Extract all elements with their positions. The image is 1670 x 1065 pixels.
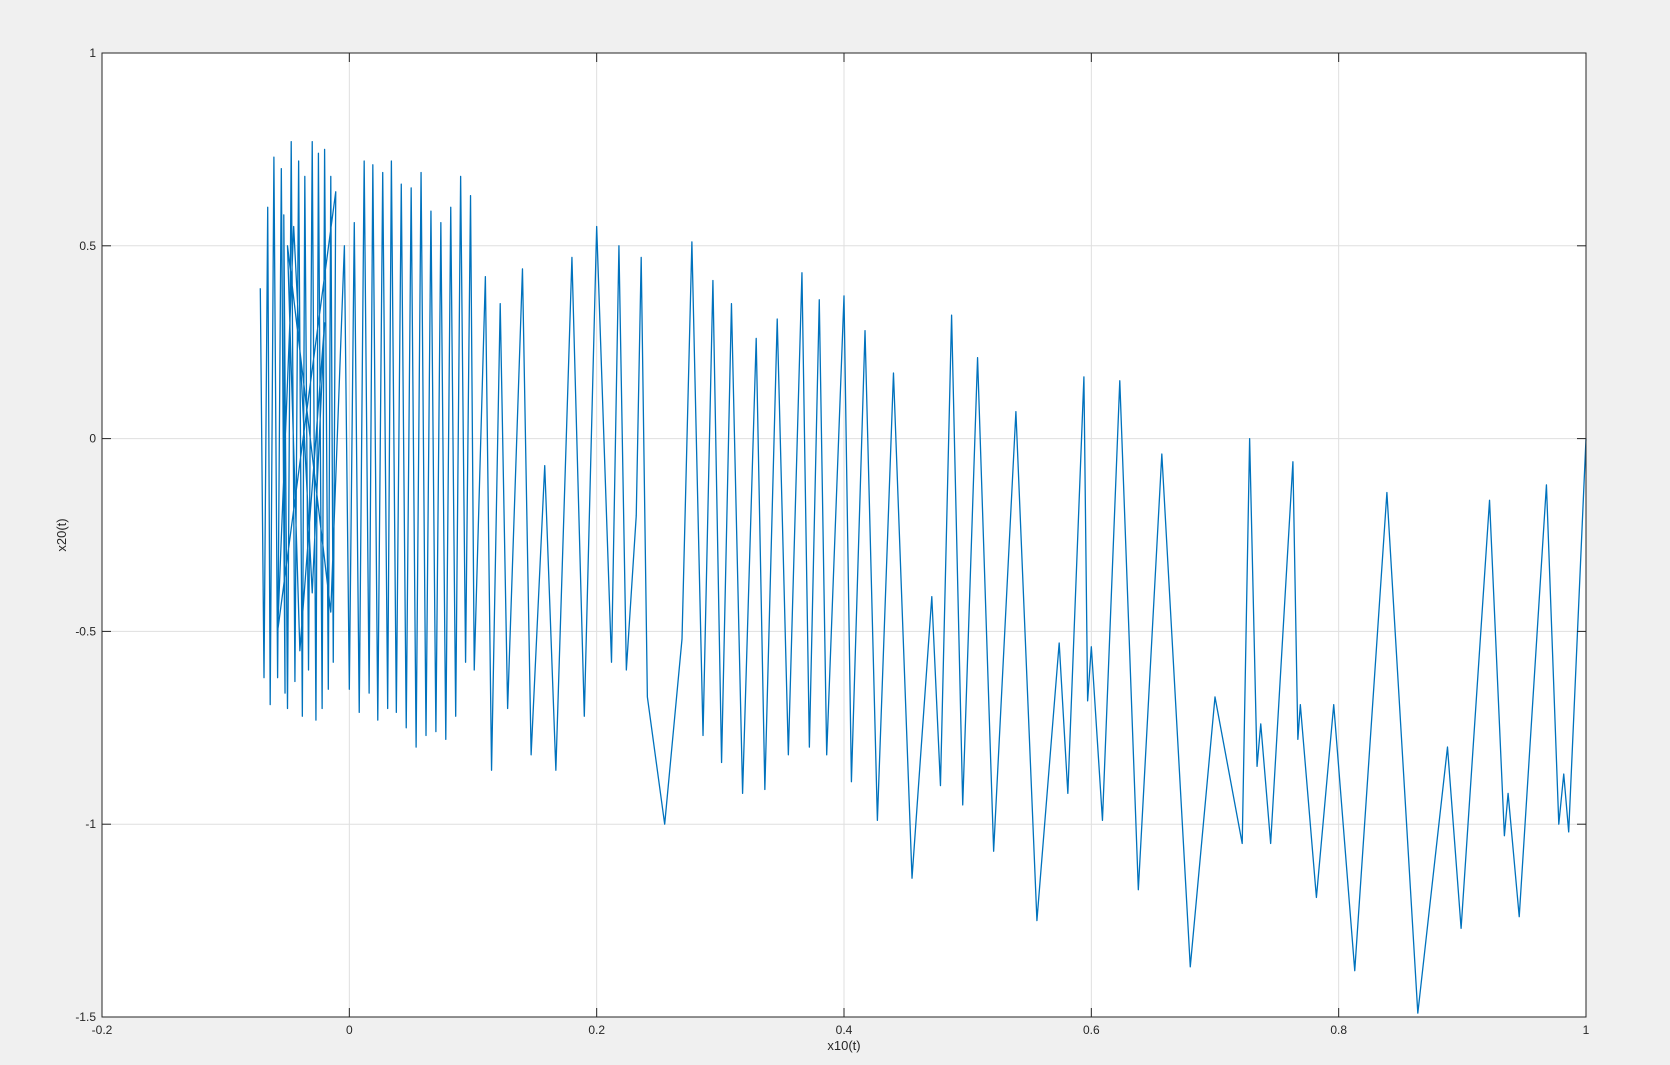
x-tick-label: 0.2 xyxy=(588,1023,605,1037)
y-tick-label: 0.5 xyxy=(79,239,96,253)
x-axis-label: x10(t) xyxy=(827,1038,860,1053)
x-tick-label: 0.4 xyxy=(836,1023,853,1037)
x-tick-label: 0.8 xyxy=(1330,1023,1347,1037)
x-tick-label: 0.6 xyxy=(1083,1023,1100,1037)
y-axis-label: x20(t) xyxy=(54,518,69,551)
y-tick-label: -0.5 xyxy=(75,624,96,638)
x-tick-label: 0 xyxy=(346,1023,353,1037)
x-tick-label: -0.2 xyxy=(92,1023,113,1037)
y-tick-label: -1 xyxy=(85,817,96,831)
data-line xyxy=(259,141,1587,1014)
y-tick-label: -1.5 xyxy=(75,1010,96,1024)
y-tick-label: 0 xyxy=(89,432,96,446)
y-tick-label: 1 xyxy=(89,46,96,60)
x-tick-label: 1 xyxy=(1583,1023,1590,1037)
